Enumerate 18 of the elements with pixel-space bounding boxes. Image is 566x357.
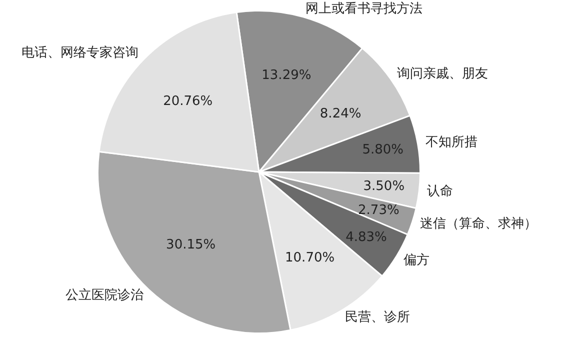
data-label: 13.29% — [262, 68, 312, 84]
slice-label: 网上或看书寻找方法 — [305, 0, 422, 17]
slice-label: 电话、网络专家咨询 — [22, 44, 139, 60]
slice-label: 不知所措 — [426, 134, 478, 150]
slice-label: 认命 — [427, 184, 454, 200]
data-label: 30.15% — [166, 238, 216, 252]
slice-label: 民营、诊所 — [344, 310, 410, 326]
data-label: 3.50% — [363, 179, 405, 194]
slice-label: 公立医院诊治 — [66, 287, 144, 304]
slice-label: 偏方 — [403, 252, 430, 268]
data-label: 8.24% — [320, 106, 362, 122]
data-label: 10.70% — [285, 250, 335, 266]
slice-label: 询问亲戚、朋友 — [397, 66, 488, 82]
data-label: 2.73% — [358, 203, 400, 218]
data-label: 5.80% — [362, 142, 404, 158]
slice-label: 迷信（算命、求神） — [420, 216, 538, 232]
data-label: 20.76% — [163, 94, 213, 110]
data-label: 4.83% — [346, 230, 387, 246]
